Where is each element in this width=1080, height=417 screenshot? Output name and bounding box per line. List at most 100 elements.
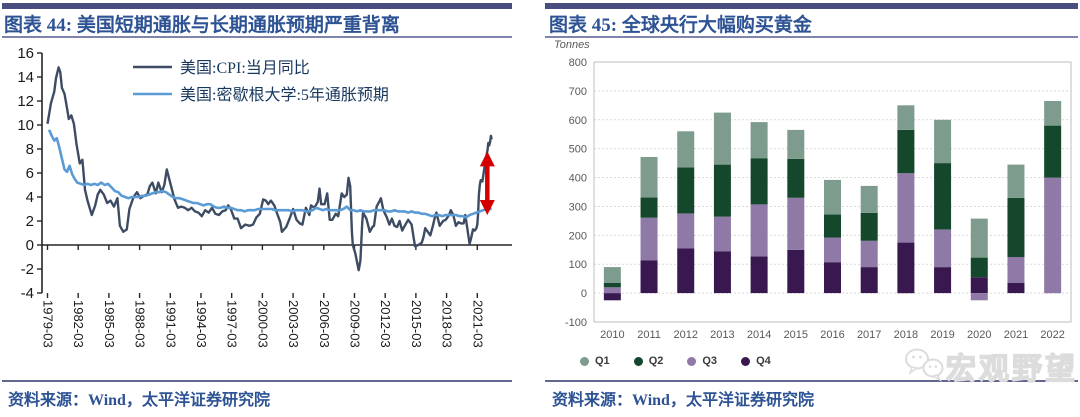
- x-tick-label: 2018: [894, 329, 918, 341]
- x-tick-label: 2012: [673, 329, 697, 341]
- bar-segment-2019-Q1: [934, 119, 952, 164]
- bar-segment-2022-Q1: [1044, 101, 1062, 126]
- x-tick-label: 1988-03: [133, 300, 148, 348]
- x-tick-label: 2018-03: [440, 300, 455, 348]
- y-tick-label: 500: [569, 144, 587, 156]
- bar-segment-2020-Q3: [970, 293, 988, 301]
- y-tick-label: 800: [569, 57, 587, 69]
- bar-segment-2018-Q1: [897, 105, 915, 130]
- legend-item-q3: Q3: [687, 355, 717, 367]
- bar-segment-2010-Q2: [603, 283, 621, 288]
- legend-label: Q1: [595, 355, 610, 367]
- cpi-line: [46, 66, 493, 272]
- x-tick-label: 2006-03: [317, 300, 332, 348]
- y-tick-label: 100: [569, 259, 587, 271]
- footer-divider: [2, 380, 512, 382]
- bar-segment-2014-Q4: [750, 256, 768, 294]
- x-tick-label: 2015: [784, 329, 808, 341]
- wechat-bubbles-icon: [905, 348, 944, 383]
- bar-segment-2013-Q4: [713, 251, 731, 294]
- y-tick-label: 16: [17, 45, 34, 62]
- bar-segment-2012-Q3: [677, 213, 695, 249]
- x-tick-label: 2000-03: [255, 300, 270, 348]
- bar-segment-2015-Q3: [787, 197, 805, 250]
- x-tick-label: 1997-03: [225, 300, 240, 348]
- figure-title: 图表 44: 美国短期通胀与长期通胀预期严重背离: [4, 15, 400, 36]
- x-tick-label: 1985-03: [102, 300, 117, 348]
- bar-segment-2017-Q1: [860, 185, 878, 213]
- y-tick-label: 300: [569, 201, 587, 213]
- y-tick-label: 6: [26, 165, 34, 182]
- bar-segment-2019-Q2: [934, 163, 952, 230]
- legend-label: 美国:CPI:当月同比: [180, 59, 310, 77]
- title-divider: [545, 36, 1078, 38]
- arrow-head-down: [479, 200, 495, 215]
- x-tick-label: 2016: [820, 329, 844, 341]
- x-tick-label: 1994-03: [194, 300, 209, 348]
- y-tick-label: 14: [17, 69, 34, 86]
- bar-segment-2018-Q4: [897, 242, 915, 294]
- bar-segment-2016-Q3: [824, 237, 841, 263]
- legend-item-q1: Q1: [580, 355, 610, 367]
- bar-segment-2014-Q1: [750, 122, 768, 159]
- x-tick-label: 2011: [637, 329, 661, 341]
- y-tick-label: -4: [21, 285, 34, 302]
- watermark-text: 宏观野望: [945, 352, 1078, 386]
- y-axis-unit-label: Tonnes: [554, 39, 590, 51]
- bar-segment-2018-Q3: [897, 173, 915, 243]
- bar-segment-2018-Q2: [897, 129, 915, 174]
- q1-swatch-icon: [580, 356, 589, 366]
- title-divider: [2, 36, 512, 38]
- y-tick-label: 0: [26, 237, 34, 254]
- bar-segment-2021-Q1: [1007, 164, 1025, 198]
- bar-segment-2015-Q2: [787, 158, 805, 198]
- bar-segment-2012-Q1: [677, 131, 695, 168]
- x-tick-label: 2013: [710, 329, 734, 341]
- bar-segment-2021-Q2: [1007, 197, 1025, 257]
- x-tick-label: 2012-03: [378, 300, 393, 348]
- bar-chart-legend: Q1 Q2 Q3 Q4: [580, 355, 771, 367]
- y-tick-label: 8: [26, 141, 34, 158]
- bar-segment-2013-Q1: [713, 112, 731, 165]
- bar-segment-2020-Q4: [970, 277, 988, 294]
- y-tick-label: 4: [26, 189, 34, 206]
- x-tick-label: 1982-03: [71, 300, 86, 348]
- plot-border: [593, 61, 1072, 323]
- legend-label: Q2: [648, 355, 664, 367]
- bar-segment-2012-Q4: [677, 248, 695, 294]
- source-note: 资料来源：Wind，太平洋证券研究院: [8, 392, 270, 409]
- legend-item-q2: Q2: [633, 355, 664, 367]
- bar-segment-2019-Q4: [934, 267, 952, 294]
- bar-segment-2010-Q3: [603, 287, 621, 294]
- x-tick-label: 1991-03: [163, 300, 178, 348]
- bar-segment-2022-Q2: [1044, 125, 1062, 178]
- panel-accent-bar: [545, 3, 1078, 9]
- bar-segment-2011-Q1: [640, 157, 658, 198]
- q3-swatch-icon: [687, 356, 697, 366]
- x-tick-label: 2021: [1004, 329, 1028, 341]
- bar-segment-2016-Q1: [824, 179, 841, 215]
- x-tick-label: 2021-03: [470, 300, 485, 348]
- bar-segment-2014-Q2: [750, 158, 768, 205]
- panel-figure-44: 图表 44: 美国短期通胀与长期通胀预期严重背离 -4 -2 0 2 4 6 8 10 12 14…: [0, 0, 538, 417]
- x-tick-label: 2010: [600, 329, 624, 341]
- bar-segment-2015-Q1: [787, 129, 805, 159]
- q2-swatch-icon: [633, 356, 643, 366]
- x-tick-label: 2017: [857, 329, 881, 341]
- source-note: 资料来源：Wind，太平洋证券研究院: [552, 392, 814, 409]
- bar-segment-2013-Q2: [713, 164, 731, 217]
- x-tick-label: 2019: [930, 329, 954, 341]
- line-chart-cpi-vs-expectations: -4 -2 0 2 4 6 8 10 12 14 16 1979-03 1982-03 1985-03 19…: [17, 45, 512, 348]
- bar-segment-2011-Q2: [640, 197, 658, 218]
- arrow-head-up: [479, 151, 495, 167]
- x-tick-label: 1979-03: [41, 300, 56, 348]
- y-tick-label: 12: [17, 93, 34, 110]
- x-tick-label: 2022: [1040, 329, 1064, 341]
- legend-label: 美国:密歇根大学:5年通胀预期: [180, 86, 389, 104]
- bar-segment-2017-Q2: [860, 212, 878, 241]
- bar-segment-2016-Q2: [824, 214, 841, 238]
- legend-label: Q3: [702, 355, 718, 367]
- bar-segment-2010-Q4: [603, 293, 621, 301]
- bar-segment-2017-Q4: [860, 267, 878, 294]
